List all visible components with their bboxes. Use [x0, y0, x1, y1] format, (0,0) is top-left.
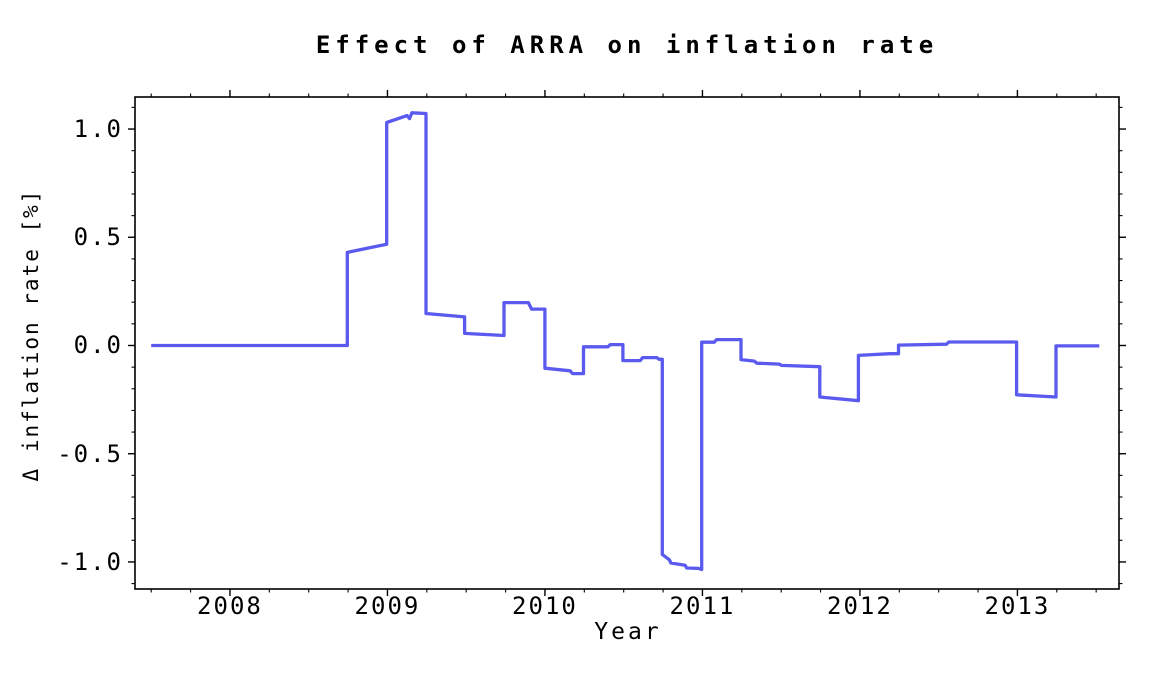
x-axis-label: Year — [594, 619, 662, 645]
x-tick-label: 2008 — [197, 592, 263, 620]
x-tick-label: 2013 — [984, 592, 1051, 620]
chart-title: Effect of ARRA on inflation rate — [315, 31, 939, 59]
y-tick-label: 0.5 — [73, 223, 123, 252]
x-tick-label: 2012 — [827, 592, 893, 620]
x-tick-label: 2009 — [354, 592, 421, 620]
y-tick-label: 1.0 — [73, 115, 123, 144]
data-line-arra-effect — [151, 111, 1100, 572]
x-tick-label: 2010 — [512, 592, 578, 620]
y-tick-label: 0.0 — [73, 331, 123, 360]
y-tick-label: -0.5 — [57, 439, 123, 468]
x-tick-label: 2011 — [669, 592, 736, 620]
y-tick-label: -1.0 — [57, 547, 123, 576]
plot-frame — [134, 96, 1120, 590]
